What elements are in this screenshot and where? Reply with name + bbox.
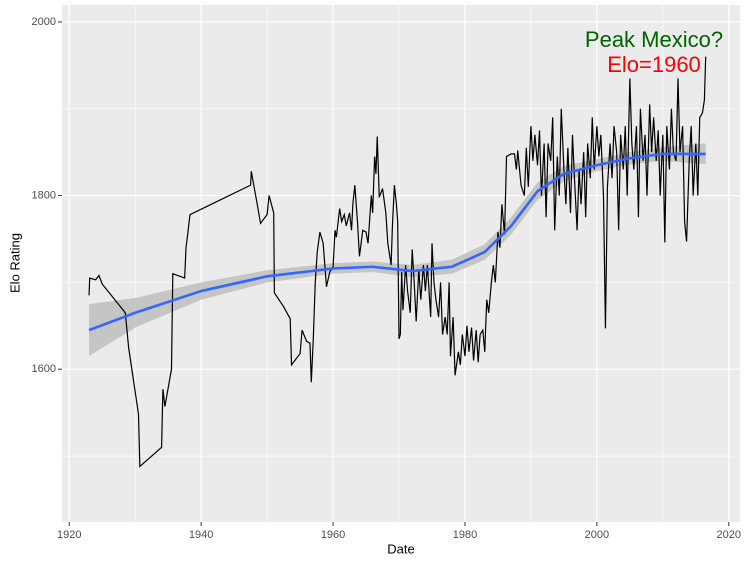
x-tick-label: 1940 [189,529,213,541]
y-tick-label: 2000 [32,16,56,28]
x-axis-title: Date [387,541,414,556]
smooth-line [88,152,706,332]
x-tick-label: 1920 [57,529,81,541]
annotation: Peak Mexico? [585,27,723,52]
x-tick-label: 2020 [717,529,741,541]
x-tick-label: 1980 [453,529,477,541]
panel [62,5,740,522]
x-tick-label: 2000 [585,529,609,541]
x-tick-label: 1960 [321,529,345,541]
y-tick-label: 1800 [32,189,56,201]
y-axis-title: Elo Rating [7,233,22,293]
y-tick-label: 1600 [32,363,56,375]
annotation: Elo=1960 [607,52,701,77]
elo-line [88,56,707,468]
